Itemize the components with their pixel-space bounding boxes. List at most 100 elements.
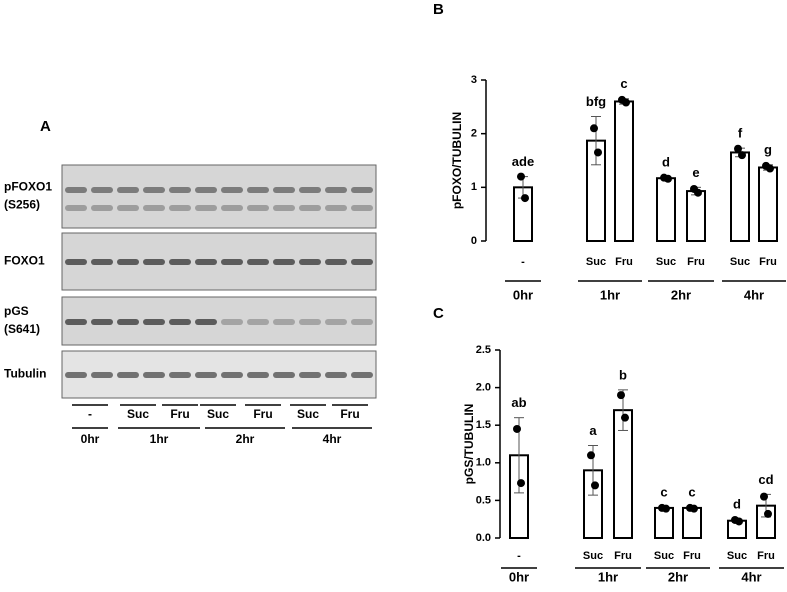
x-tick-label: - — [521, 256, 525, 268]
group-label: 2hr — [671, 287, 691, 302]
data-point — [738, 151, 746, 160]
group-label: 4hr — [741, 569, 761, 584]
data-point — [621, 413, 629, 422]
blot-band — [91, 187, 113, 193]
y-tick-label: 2.0 — [476, 382, 491, 394]
blot-band — [221, 319, 243, 325]
blot-band — [117, 259, 139, 265]
blot-band — [195, 259, 217, 265]
blot-band — [273, 259, 295, 265]
lane-label: Fru — [170, 407, 189, 421]
x-tick-label: Suc — [586, 256, 606, 268]
blot-band — [351, 259, 373, 265]
significance-label: e — [692, 165, 699, 180]
y-tick-label: 0.0 — [476, 532, 491, 544]
significance-label: d — [733, 497, 741, 512]
blot-image — [61, 350, 377, 399]
bar — [758, 166, 778, 242]
significance-label: bfg — [586, 94, 606, 109]
blot-band — [143, 372, 165, 378]
blot-band — [117, 187, 139, 193]
y-tick-label: 1 — [471, 181, 477, 193]
blot-band — [65, 319, 87, 325]
y-tick-label: 0.5 — [476, 494, 491, 506]
blot-band — [195, 372, 217, 378]
blot-band — [169, 372, 191, 378]
blot-band — [247, 205, 269, 211]
blot-image — [61, 296, 377, 346]
blot-band — [169, 205, 191, 211]
blot-band — [195, 205, 217, 211]
data-point — [617, 391, 625, 400]
blot-band — [169, 259, 191, 265]
data-point — [590, 124, 598, 133]
group-label: 2hr — [236, 432, 255, 446]
data-point — [690, 504, 698, 513]
blot-band — [117, 319, 139, 325]
blot-band — [247, 187, 269, 193]
blot-band — [143, 187, 165, 193]
blot-band — [299, 259, 321, 265]
x-tick-label: Fru — [757, 550, 775, 562]
blot-band — [299, 205, 321, 211]
blot-band — [169, 319, 191, 325]
x-tick-label: Fru — [687, 256, 705, 268]
blot-band — [325, 187, 347, 193]
significance-label: ab — [511, 395, 526, 410]
blot-band — [65, 259, 87, 265]
data-point — [764, 509, 772, 518]
significance-label: c — [688, 485, 695, 500]
lane-label: Suc — [127, 407, 149, 421]
y-tick-label: 1.0 — [476, 457, 491, 469]
blot-band — [299, 319, 321, 325]
blot-band — [247, 372, 269, 378]
data-point — [521, 194, 529, 203]
data-point — [735, 517, 743, 526]
x-tick-label: Fru — [614, 550, 632, 562]
blot-band — [325, 372, 347, 378]
lane-label: Fru — [253, 407, 272, 421]
blot-band — [195, 187, 217, 193]
blot-band — [325, 259, 347, 265]
panel-label: A — [40, 118, 51, 135]
blot-image — [61, 232, 377, 291]
bar — [614, 100, 634, 243]
blot-band — [221, 205, 243, 211]
blot-band — [195, 319, 217, 325]
significance-label: cd — [758, 472, 773, 487]
blot-row-label: pFOXO1 — [4, 180, 52, 194]
y-tick-label: 0 — [471, 235, 477, 247]
blot-band — [247, 319, 269, 325]
blot-band — [299, 187, 321, 193]
data-point — [694, 188, 702, 197]
blot-band — [325, 319, 347, 325]
blot-row-label: Tubulin — [4, 367, 46, 381]
bar — [656, 177, 676, 243]
group-label: 1hr — [150, 432, 169, 446]
data-point — [664, 174, 672, 183]
blot-band — [221, 187, 243, 193]
blot-band — [221, 372, 243, 378]
group-label: 0hr — [81, 432, 100, 446]
significance-label: ade — [512, 154, 534, 169]
bar — [686, 190, 706, 242]
data-point — [513, 424, 521, 433]
blot-band — [221, 259, 243, 265]
blot-band — [169, 187, 191, 193]
y-tick-label: 1.5 — [476, 419, 491, 431]
blot-band — [91, 372, 113, 378]
lane-label: Suc — [207, 407, 229, 421]
bar — [730, 151, 750, 242]
significance-label: a — [589, 423, 597, 438]
y-tick-label: 2 — [471, 128, 477, 140]
x-tick-label: Suc — [654, 550, 674, 562]
blot-band — [351, 187, 373, 193]
blot-band — [91, 205, 113, 211]
blot-row-label: pGS — [4, 304, 29, 318]
significance-label: c — [620, 76, 627, 91]
lane-label: - — [88, 407, 92, 421]
group-label: 4hr — [323, 432, 342, 446]
y-tick-label: 3 — [471, 74, 477, 86]
data-point — [760, 492, 768, 501]
blot-band — [325, 205, 347, 211]
